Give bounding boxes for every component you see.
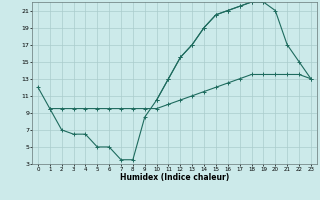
X-axis label: Humidex (Indice chaleur): Humidex (Indice chaleur) xyxy=(120,173,229,182)
